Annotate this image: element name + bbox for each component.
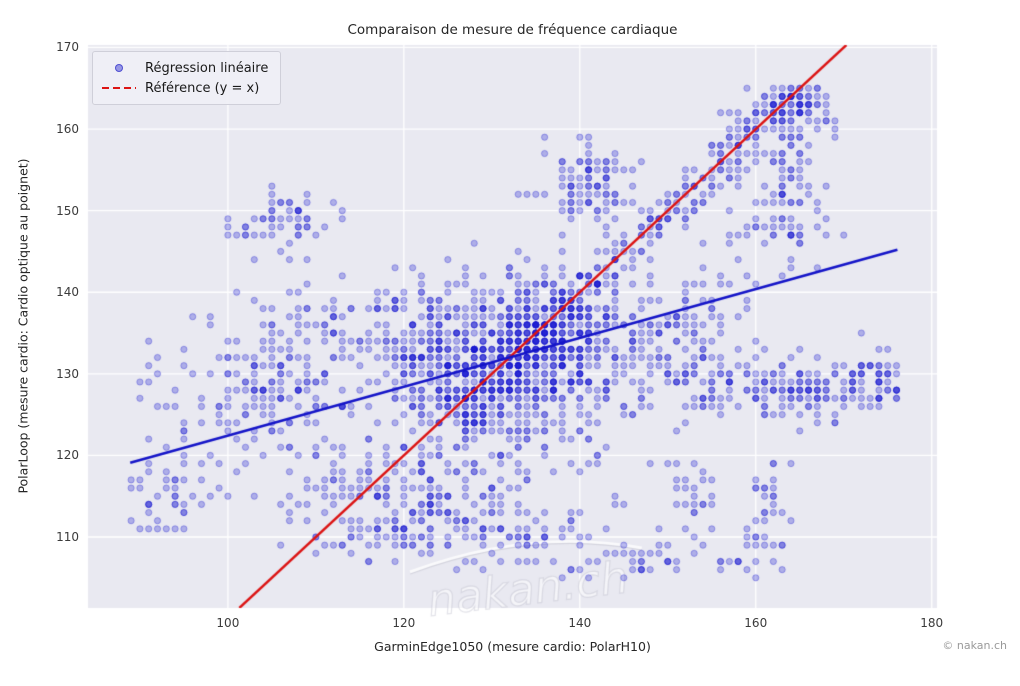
x-tick-label: 100: [216, 616, 240, 630]
legend-item-regression: Régression linéaire: [101, 58, 268, 78]
legend: Régression linéaire Référence (y = x): [92, 51, 282, 105]
dashed-line-icon: [101, 86, 137, 90]
copyright-text: © nakan.ch: [942, 639, 1007, 652]
y-axis-label: PolarLoop (mesure cardio: Cardio optique…: [15, 158, 31, 494]
y-tick-label: 170: [56, 40, 79, 55]
scatter-marker-icon: [101, 64, 137, 72]
x-tick-label: 140: [568, 616, 592, 630]
y-tick-label: 140: [56, 285, 79, 300]
legend-label: Référence (y = x): [145, 80, 260, 96]
y-tick-label: 160: [56, 122, 79, 137]
y-tick-label: 110: [56, 530, 79, 544]
x-axis-label: GarminEdge1050 (mesure cardio: PolarH10): [374, 639, 651, 654]
legend-label: Régression linéaire: [145, 60, 269, 76]
y-tick-label: 120: [56, 448, 79, 463]
chart-title: Comparaison de mesure de fréquence cardi…: [347, 22, 678, 38]
x-tick-label: 160: [744, 616, 768, 630]
x-tick-label: 120: [392, 616, 416, 630]
y-tick-label: 150: [56, 203, 79, 218]
x-tick-label: 180: [920, 616, 944, 630]
y-tick-label: 130: [56, 366, 79, 381]
legend-item-reference: Référence (y = x): [101, 78, 268, 98]
